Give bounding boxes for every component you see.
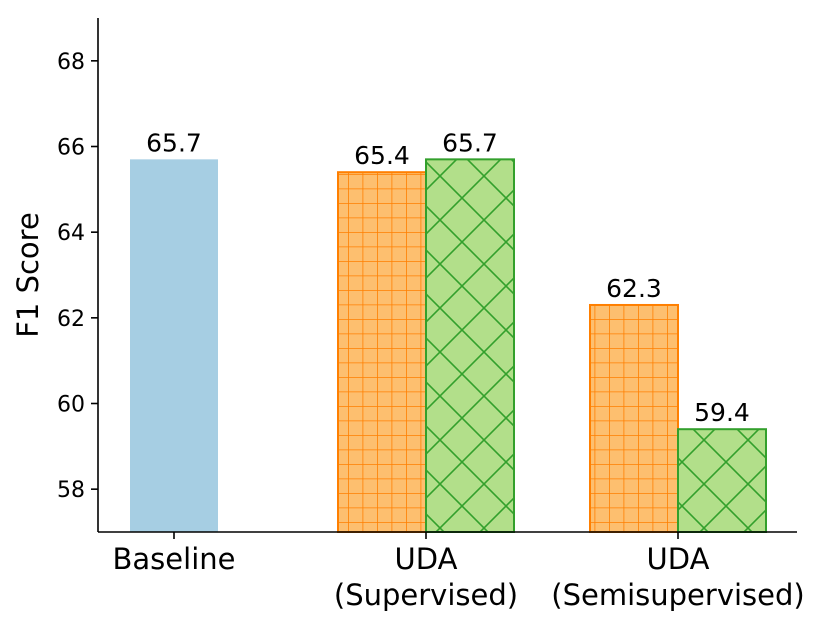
labels-layer: 65.7 65.4 65.7 62.3 59.4 — [146, 128, 750, 427]
bar-value-label-2: 65.7 — [442, 128, 498, 157]
x-tick-label: (Supervised) — [334, 578, 518, 612]
bar-3 — [589, 303, 679, 533]
y-tick-label: 58 — [57, 478, 85, 503]
x-tick-label: (Semisupervised) — [551, 578, 804, 612]
y-tick-label: 60 — [57, 393, 85, 418]
x-tick-label: UDA — [395, 542, 458, 576]
x-tick-label: UDA — [647, 542, 710, 576]
bars-layer — [130, 158, 767, 534]
x-tick-label: Baseline — [113, 542, 236, 576]
y-tick-label: 66 — [57, 136, 85, 161]
bar-value-label-0: 65.7 — [146, 128, 202, 157]
bar-value-label-4: 59.4 — [694, 398, 750, 427]
y-tick-label: 62 — [57, 307, 85, 332]
bar-value-label-3: 62.3 — [606, 274, 662, 303]
bar-value-label-1: 65.4 — [354, 141, 410, 170]
y-tick-label: 64 — [57, 221, 85, 246]
bar-0 — [130, 159, 218, 532]
bar-1 — [337, 171, 427, 533]
y-tick-label: 68 — [57, 50, 85, 75]
bar-4 — [677, 428, 767, 534]
bar-2 — [425, 158, 515, 533]
y-axis-title: F1 Score — [11, 212, 45, 338]
